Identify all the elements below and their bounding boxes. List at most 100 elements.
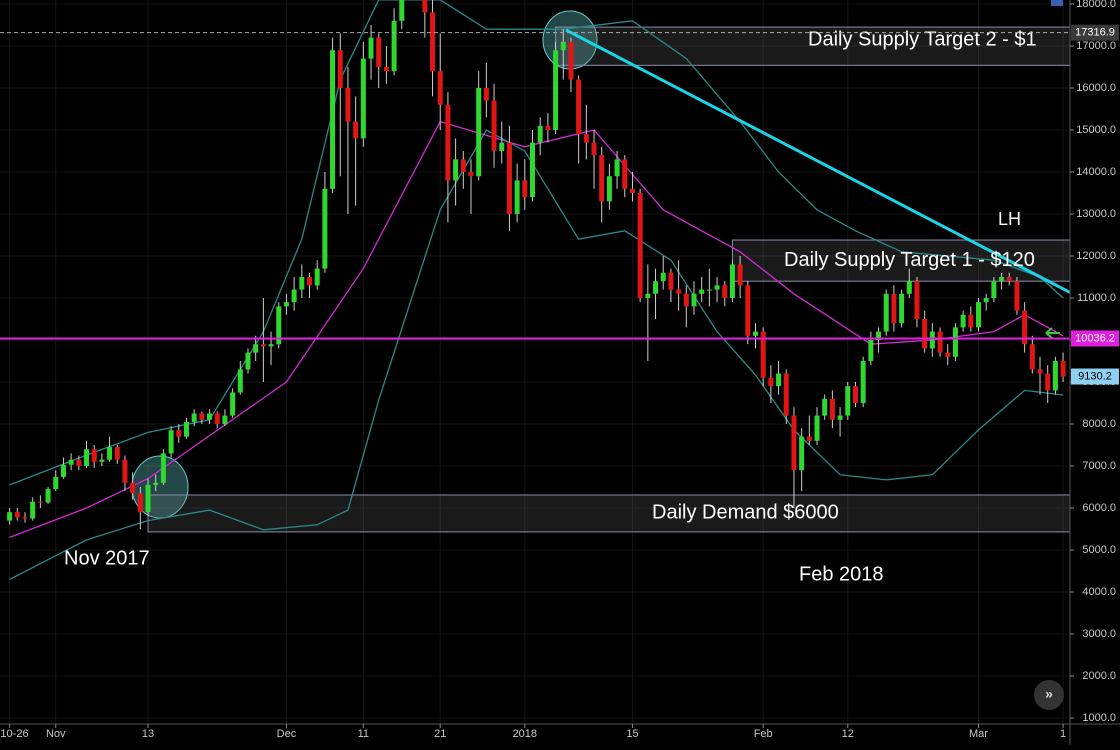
candle-body (722, 285, 728, 298)
candle-body (22, 517, 28, 519)
candle-body (1014, 281, 1020, 311)
candle-body (376, 37, 382, 67)
candle-body (583, 134, 589, 143)
candle-body (822, 398, 828, 416)
price-tag-label: 9130.2 (1078, 370, 1112, 382)
candle-body (99, 459, 105, 462)
x-tick-label: 1 (1060, 728, 1066, 740)
price-tag-label: 17316.9 (1075, 27, 1115, 39)
candle-body (737, 264, 743, 286)
candle-body (945, 352, 951, 357)
candle-body (545, 125, 551, 130)
candle-body (522, 180, 528, 198)
candle-body (491, 100, 497, 151)
candle-body (914, 281, 920, 319)
candle-body (806, 436, 812, 441)
candle-body (1006, 276, 1012, 282)
candle-body (506, 142, 512, 214)
y-tick-label: 13000.0 (1076, 208, 1116, 220)
candle-body (999, 276, 1005, 282)
candle-body (330, 50, 336, 189)
x-tick-label: 21 (434, 728, 446, 740)
scroll-button[interactable] (1034, 680, 1064, 710)
candle-body (84, 449, 90, 466)
x-tick-label: 11 (358, 728, 369, 740)
zone (147, 494, 1070, 533)
candle-body (68, 459, 74, 465)
candle-body (591, 142, 597, 156)
candle-body (245, 352, 251, 370)
y-tick-label: 7000.0 (1082, 460, 1116, 472)
candle-body (307, 276, 313, 286)
candle-body (683, 293, 689, 307)
price-tag (1071, 24, 1119, 41)
y-tick-label: 8000.0 (1082, 418, 1116, 430)
zone (555, 26, 1070, 66)
annotation: Nov 2017 (64, 547, 150, 569)
candle-body (45, 489, 51, 503)
candle-body (660, 272, 666, 282)
arrow (1045, 327, 1060, 339)
zone-label: Daily Supply Target 2 - $1 (808, 28, 1037, 50)
indicator-line (9, 0, 1064, 486)
x-tick-label: 15 (626, 728, 638, 740)
candle-body (553, 50, 559, 130)
candle-body (852, 386, 858, 403)
candle-body (837, 415, 843, 420)
candle-body (668, 272, 674, 290)
candle-body (483, 87, 489, 101)
candle-body (568, 41, 574, 80)
candle-body (107, 447, 113, 460)
y-tick-label: 1000.0 (1082, 712, 1116, 724)
candle-body (614, 159, 620, 177)
candle-body (922, 318, 928, 349)
candle-body (383, 66, 389, 72)
y-tick-label: 5000.0 (1082, 544, 1116, 556)
zone (731, 239, 1070, 282)
candle-body (360, 58, 366, 139)
candle-body (291, 289, 297, 303)
candle-body (322, 188, 328, 269)
candle-body (691, 293, 697, 307)
candle-body (207, 413, 213, 420)
candle-body (230, 392, 236, 416)
zone-label: Daily Supply Target 1 - $120 (784, 249, 1035, 271)
x-tick-label: Dec (277, 728, 297, 740)
y-tick-label: 11000.0 (1077, 292, 1116, 304)
candle-body (645, 293, 651, 298)
corner-button[interactable] (1051, 0, 1063, 6)
candle-body (530, 142, 536, 198)
candle-body (130, 482, 136, 494)
candle-body (430, 12, 436, 72)
candle-body (237, 369, 243, 393)
candle-body (653, 281, 659, 294)
candle-body (960, 314, 966, 328)
x-tick-label: Mar (969, 728, 988, 740)
candle-body (622, 159, 628, 189)
candle-body (30, 501, 36, 519)
scroll-icon: » (1045, 686, 1053, 702)
candle-body (137, 493, 143, 513)
y-tick-label: 6000.0 (1082, 502, 1116, 514)
overlay: Daily Supply Target 2 - $1 Daily Supply T… (0, 28, 1070, 585)
price-tag (1071, 368, 1119, 385)
indicator-line (9, 120, 1064, 539)
candle-body (845, 386, 851, 416)
candle-body (983, 297, 989, 303)
candle-body (1045, 373, 1051, 391)
candle-body (876, 331, 882, 340)
price-tag (1071, 330, 1119, 347)
y-tick-label: 14000.0 (1076, 166, 1116, 178)
plot-area (7, 0, 1070, 580)
y-tick-label: 15000.0 (1076, 124, 1116, 136)
candle-body (629, 188, 635, 193)
candle-body (76, 459, 82, 466)
candle-body (768, 377, 774, 387)
candle-body (1029, 344, 1035, 370)
candle-body (537, 125, 543, 143)
candle-body (891, 293, 897, 324)
y-tick-label: 3000.0 (1082, 628, 1116, 640)
candle-body (268, 344, 274, 347)
y-tick-label: 4000.0 (1082, 586, 1116, 598)
trend-line (565, 28, 1070, 295)
